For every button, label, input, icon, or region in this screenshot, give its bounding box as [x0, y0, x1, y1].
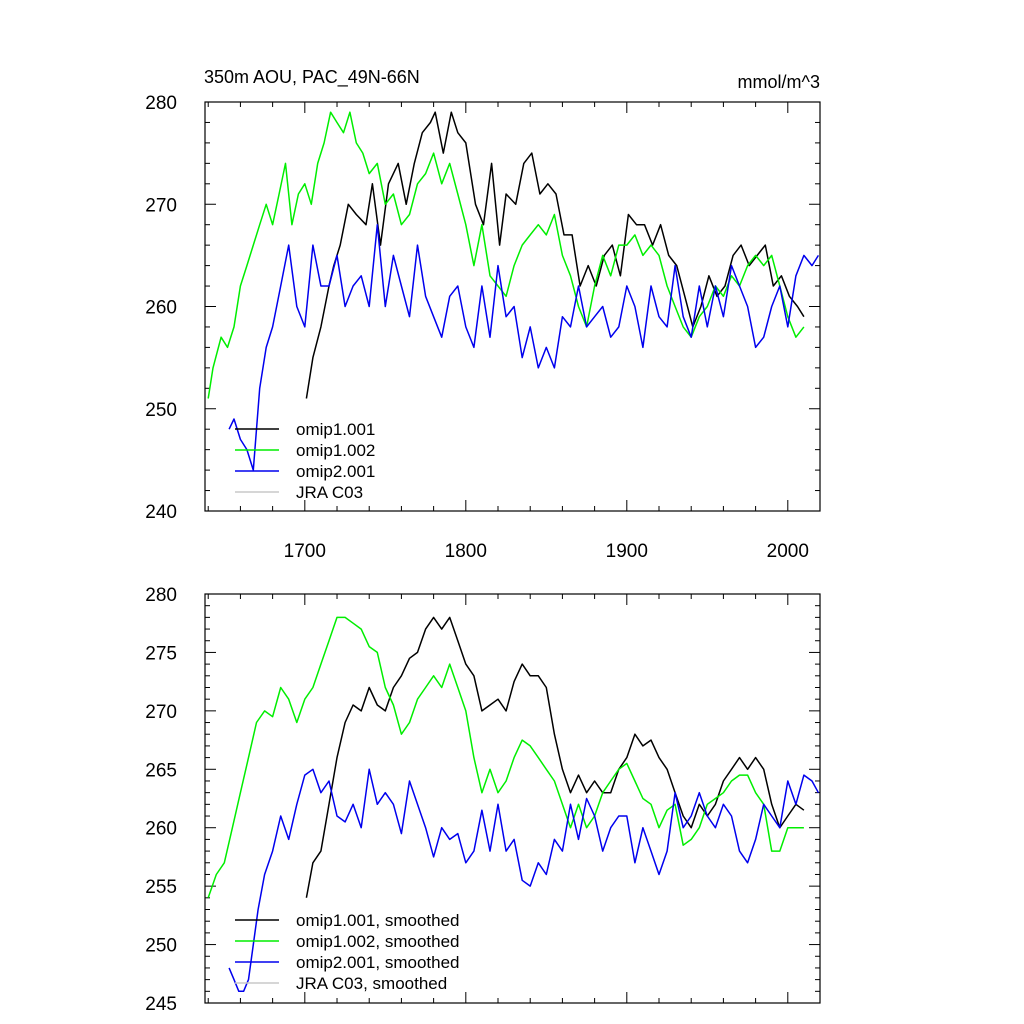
y-tick-label: 280 [145, 93, 177, 114]
legend-label-jra-c03-smoothed: JRA C03, smoothed [296, 974, 447, 993]
legend-label-jra-c03: JRA C03 [296, 483, 363, 502]
x-tick-label: 1800 [445, 541, 487, 562]
top-legend: omip1.001 omip1.002 omip2.001 JRA C03 [235, 420, 375, 502]
chart-units: mmol/m^3 [738, 72, 820, 92]
y-tick-label: 280 [145, 585, 177, 606]
chart-title: 350m AOU, PAC_49N-66N [204, 67, 420, 88]
legend-label-omip1-001: omip1.001 [296, 420, 375, 439]
series-line-omip1-001 [305, 111, 805, 399]
y-tick-label: 270 [145, 702, 177, 723]
series-line-omip1-002-smoothed [207, 616, 804, 899]
x-tick-label: 1700 [284, 541, 326, 562]
y-tick-label: 265 [145, 760, 177, 781]
y-tick-label: 255 [145, 877, 177, 898]
y-tick-label: 260 [145, 298, 177, 319]
y-tick-label: 245 [145, 994, 177, 1015]
y-tick-label: 250 [145, 400, 177, 421]
series-line-omip2-001 [228, 223, 820, 471]
y-tick-label: 260 [145, 819, 177, 840]
bottom-legend: omip1.001, smoothed omip1.002, smoothed … [235, 911, 460, 993]
legend-label-omip2-001: omip2.001 [296, 462, 375, 481]
series-line-omip1-001-smoothed [305, 616, 805, 898]
top-panel: 1700 1800 1900 2000 240 250 260 270 280 [145, 93, 821, 562]
x-tick-label: 1900 [606, 541, 648, 562]
legend-label-omip2-001-smoothed: omip2.001, smoothed [296, 953, 460, 972]
plot-frame [204, 593, 821, 1004]
series-line-omip1-002 [207, 111, 805, 399]
legend-label-omip1-002-smoothed: omip1.002, smoothed [296, 932, 460, 951]
series-group [207, 111, 820, 471]
x-tick-label: 2000 [767, 541, 809, 562]
y-tick-label: 270 [145, 195, 177, 216]
bottom-panel: 245 250 255 260 265 270 275 280 [145, 585, 821, 1015]
series-line-omip2-001-smoothed [228, 768, 820, 993]
series-group [207, 616, 820, 993]
y-tick-label: 250 [145, 936, 177, 957]
y-tick-label: 275 [145, 643, 177, 664]
legend-label-omip1-002: omip1.002 [296, 441, 375, 460]
legend-label-omip1-001-smoothed: omip1.001, smoothed [296, 911, 460, 930]
y-tick-label: 240 [145, 502, 177, 523]
